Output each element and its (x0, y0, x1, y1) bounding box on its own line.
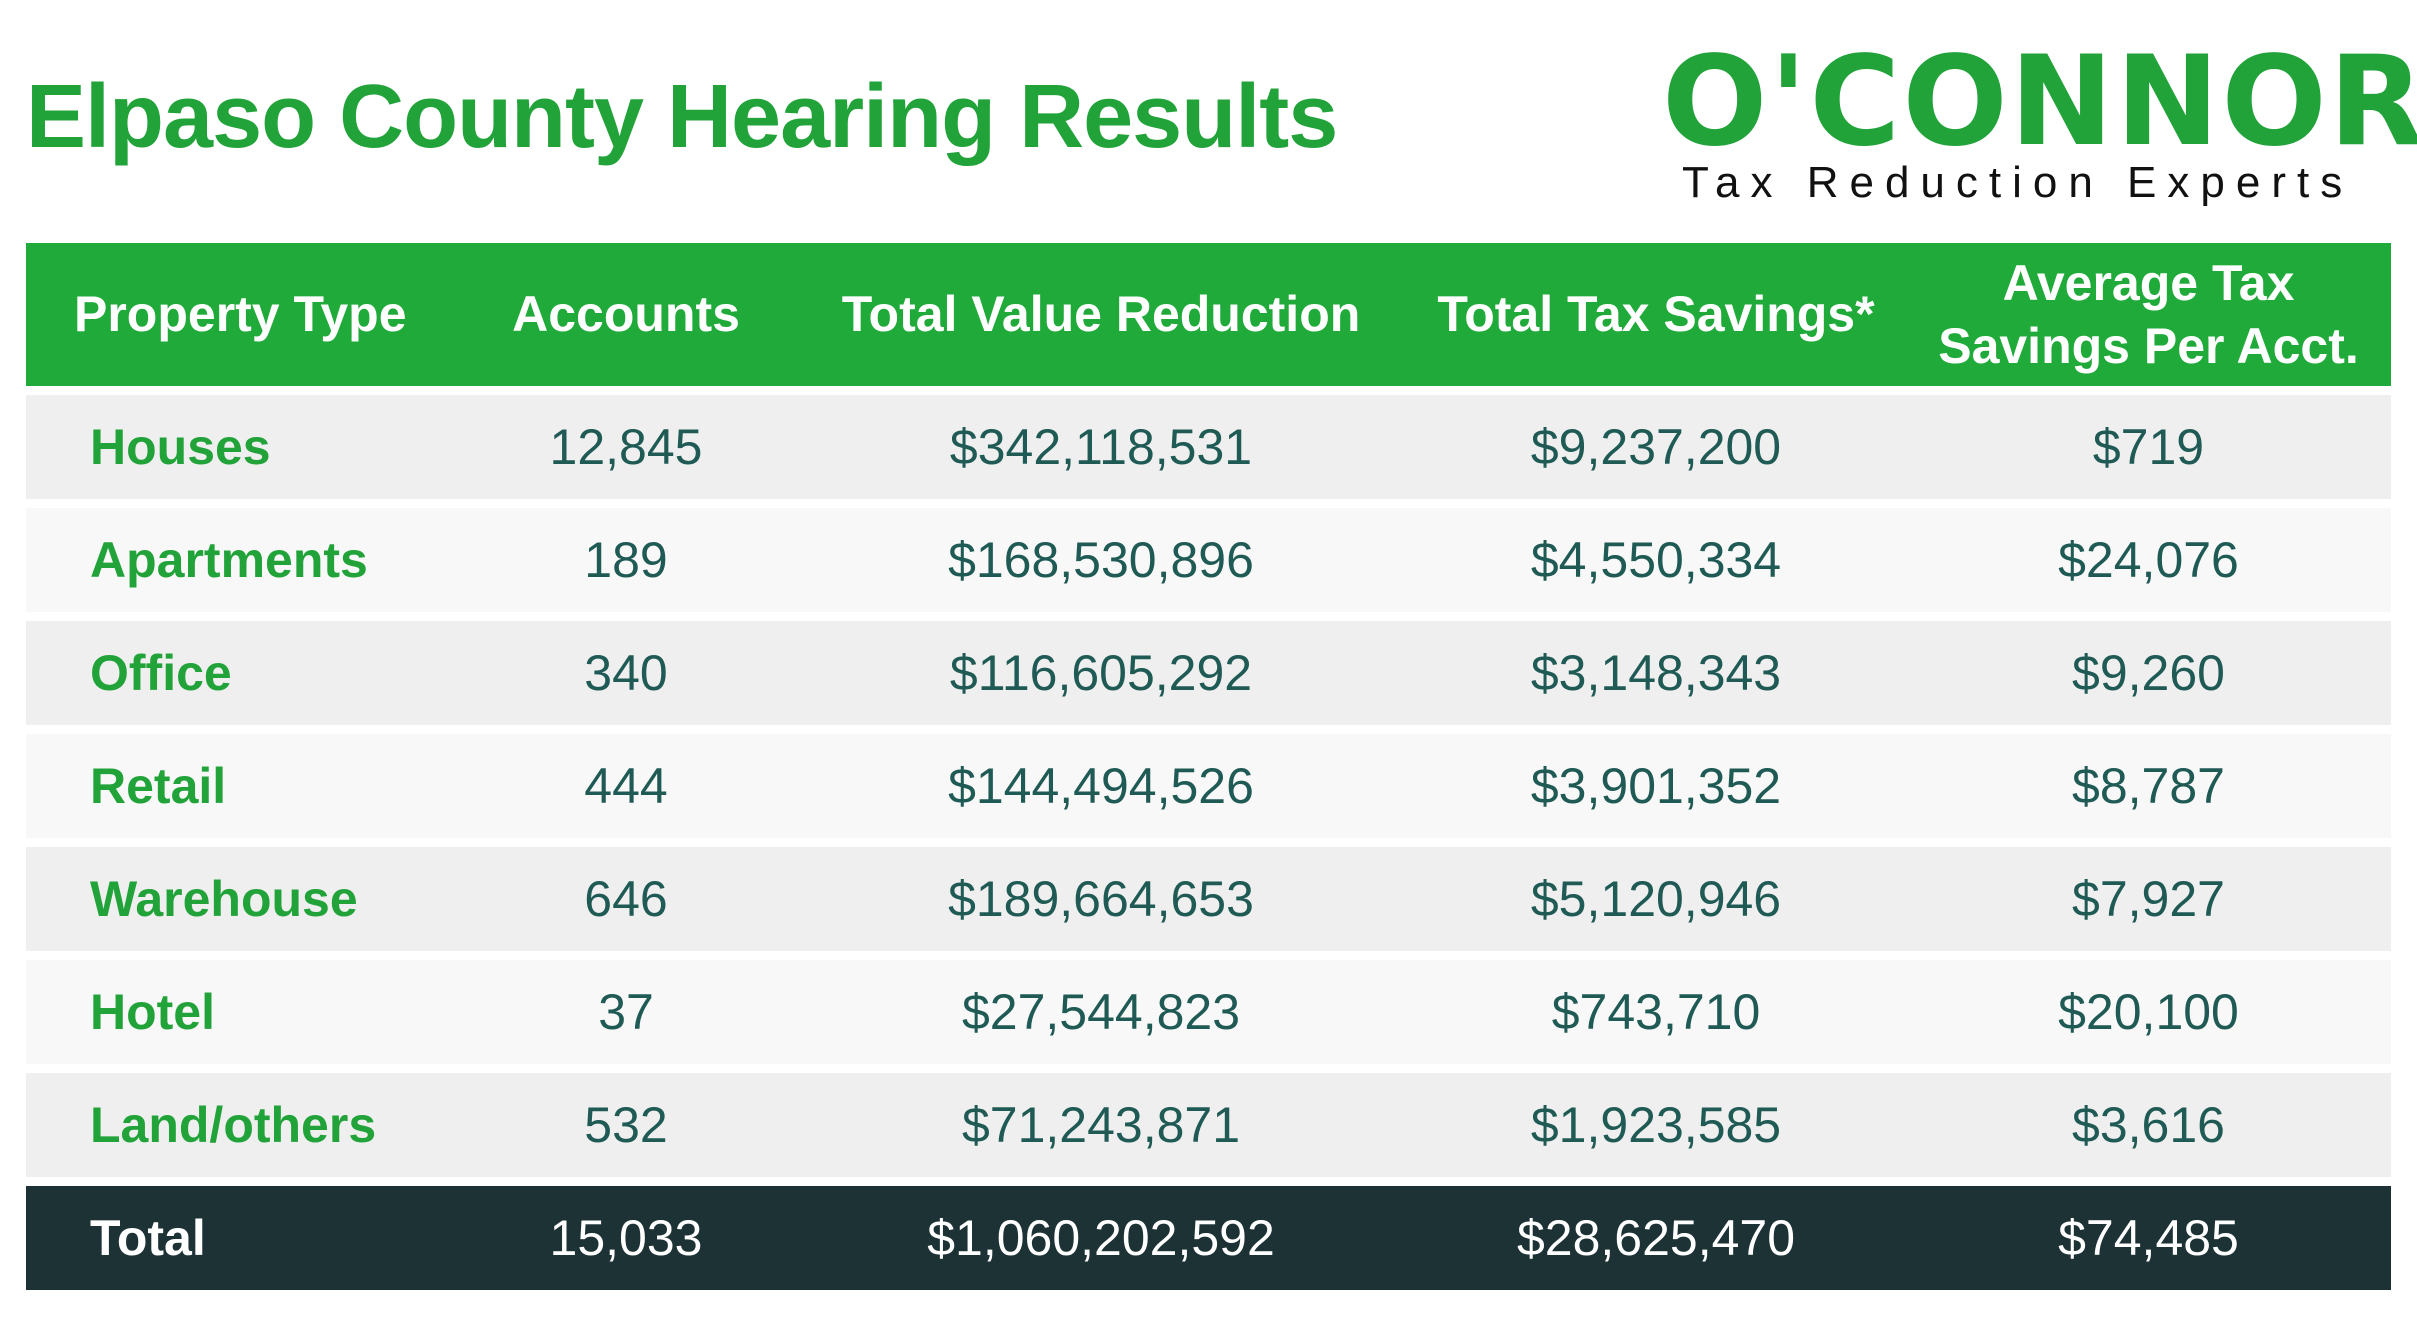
total-average-savings: $74,485 (2058, 1210, 2239, 1266)
total-tax-savings: $28,625,470 (1516, 1210, 1796, 1266)
total-accounts: 15,033 (549, 1210, 703, 1266)
tax-savings-cell: $5,120,946 (1530, 871, 1782, 927)
header-average-tax-savings: Average Tax Savings Per Acct. (1938, 255, 2359, 374)
logo-wordmark: O'CONNOR (1662, 30, 2417, 174)
value-reduction-cell: $168,530,896 (948, 532, 1254, 588)
tax-savings-cell: $3,148,343 (1530, 645, 1782, 701)
property-type-cell: Retail (90, 758, 227, 814)
accounts-cell: 340 (584, 645, 668, 701)
header-property-type: Property Type (74, 286, 407, 343)
value-reduction-cell: $27,544,823 (961, 984, 1241, 1040)
table-header-row: Property Type Accounts Total Value Reduc… (26, 243, 2391, 386)
hearing-results-table: Property Type Accounts Total Value Reduc… (26, 243, 2391, 1290)
header-total-tax-savings: Total Tax Savings* (1437, 286, 1875, 343)
value-reduction-cell: $342,118,531 (949, 419, 1253, 475)
average-savings-cell: $24,076 (2058, 532, 2239, 588)
property-type-cell: Warehouse (90, 871, 358, 927)
accounts-cell: 37 (598, 984, 654, 1040)
tax-savings-cell: $743,710 (1551, 984, 1761, 1040)
value-reduction-cell: $71,243,871 (961, 1097, 1241, 1153)
average-savings-cell: $8,787 (2072, 758, 2225, 814)
oconnor-logo: O'CONNOR Tax Reduction Experts (1662, 30, 2417, 212)
property-type-cell: Land/others (90, 1097, 377, 1153)
table-row: Office 340 $116,605,292 $3,148,343 $9,26… (26, 621, 2391, 725)
tax-savings-cell: $1,923,585 (1530, 1097, 1782, 1153)
average-savings-cell: $20,100 (2058, 984, 2239, 1040)
accounts-cell: 12,845 (549, 419, 703, 475)
accounts-cell: 646 (584, 871, 668, 927)
average-savings-cell: $7,927 (2072, 871, 2225, 927)
value-reduction-cell: $116,605,292 (949, 645, 1253, 701)
accounts-cell: 444 (584, 758, 668, 814)
table-row: Warehouse 646 $189,664,653 $5,120,946 $7… (26, 847, 2391, 951)
average-savings-cell: $3,616 (2072, 1097, 2225, 1153)
total-value-reduction: $1,060,202,592 (927, 1210, 1275, 1266)
logo-tagline: Tax Reduction Experts (1682, 158, 2354, 207)
tax-savings-cell: $4,550,334 (1530, 532, 1782, 588)
table-row: Houses 12,845 $342,118,531 $9,237,200 $7… (26, 395, 2391, 499)
total-label: Total (90, 1210, 206, 1266)
property-type-cell: Hotel (90, 984, 215, 1040)
average-savings-cell: $719 (2092, 419, 2205, 475)
table-row: Apartments 189 $168,530,896 $4,550,334 $… (26, 508, 2391, 612)
table-total-row: Total 15,033 $1,060,202,592 $28,625,470 … (26, 1186, 2391, 1290)
table-row: Retail 444 $144,494,526 $3,901,352 $8,78… (26, 734, 2391, 838)
table-row: Land/others 532 $71,243,871 $1,923,585 $… (26, 1073, 2391, 1177)
average-savings-cell: $9,260 (2072, 645, 2225, 701)
accounts-cell: 532 (584, 1097, 668, 1153)
value-reduction-cell: $144,494,526 (948, 758, 1254, 814)
header-accounts: Accounts (512, 286, 740, 343)
header-total-value-reduction: Total Value Reduction (841, 286, 1361, 343)
accounts-cell: 189 (584, 532, 668, 588)
value-reduction-cell: $189,664,653 (948, 871, 1254, 927)
tax-savings-cell: $3,901,352 (1530, 758, 1782, 814)
tax-savings-cell: $9,237,200 (1530, 419, 1782, 475)
property-type-cell: Apartments (90, 532, 368, 588)
property-type-cell: Houses (90, 419, 271, 475)
table-row: Hotel 37 $27,544,823 $743,710 $20,100 (26, 960, 2391, 1064)
page-title: Elpaso County Hearing Results (26, 67, 1338, 167)
property-type-cell: Office (90, 645, 232, 701)
